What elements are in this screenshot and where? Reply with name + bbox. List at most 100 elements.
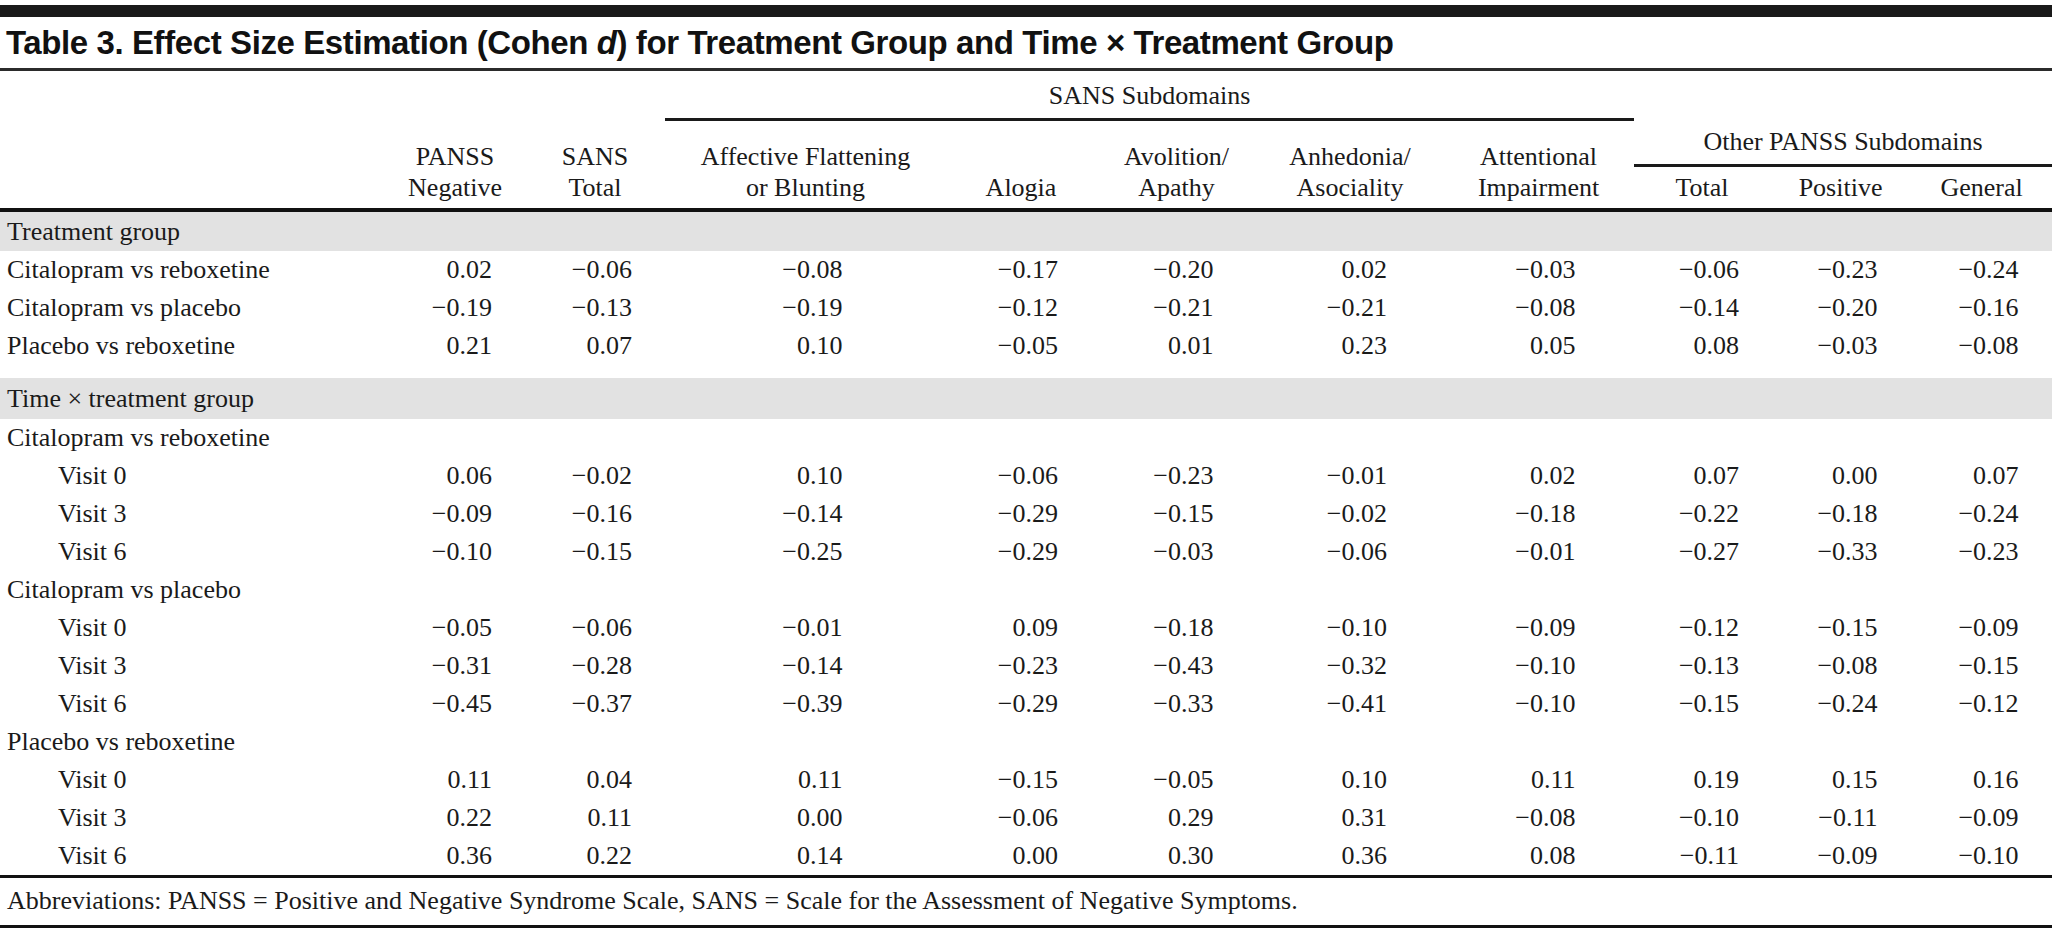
effect-size-number: −0.06: [984, 803, 1058, 833]
effect-size-value: −0.39: [665, 685, 946, 723]
spacer-row: [0, 365, 2052, 378]
row-label: Visit 6: [0, 837, 385, 875]
effect-size-value: −0.25: [665, 533, 946, 571]
effect-size-value: 0.07: [1911, 457, 2052, 495]
effect-size-number: −0.12: [984, 293, 1058, 323]
effect-size-value: −0.29: [946, 495, 1096, 533]
effect-size-number: −0.08: [1804, 651, 1878, 681]
effect-size-value: −0.15: [1634, 685, 1770, 723]
effect-size-value: −0.06: [1634, 251, 1770, 289]
effect-size-value: −0.14: [665, 495, 946, 533]
effect-size-value: 0.15: [1770, 761, 1911, 799]
effect-size-number: −0.03: [1502, 255, 1576, 285]
effect-size-value: 0.14: [665, 837, 946, 875]
effect-size-number: −0.24: [1945, 499, 2019, 529]
effect-size-value: −0.11: [1634, 837, 1770, 875]
row-label: Visit 3: [0, 799, 385, 837]
effect-size-value: −0.19: [665, 289, 946, 327]
effect-size-number: −0.17: [984, 255, 1058, 285]
subsection-header-row: Placebo vs reboxetine: [0, 723, 2052, 761]
effect-size-number: 0.29: [1140, 803, 1214, 833]
table-title: Table 3. Effect Size Estimation (Cohen d…: [0, 17, 2052, 68]
effect-size-value: 0.23: [1257, 327, 1443, 365]
table-title-cohen-d: d: [597, 24, 617, 61]
effect-size-number: −0.01: [1313, 461, 1387, 491]
effect-size-value: 0.29: [1096, 799, 1257, 837]
effect-size-value: −0.45: [385, 685, 525, 723]
effect-size-value: 0.36: [1257, 837, 1443, 875]
column-header-other-general: General: [1911, 165, 2052, 210]
effect-size-number: −0.10: [418, 537, 492, 567]
effect-size-number: −0.23: [1140, 461, 1214, 491]
effect-size-number: −0.13: [558, 293, 632, 323]
effect-size-value: 0.01: [1096, 327, 1257, 365]
effect-size-number: 0.36: [1313, 841, 1387, 871]
column-header-panss-negative: PANSS Negative: [385, 71, 525, 210]
effect-size-number: −0.03: [1804, 331, 1878, 361]
row-label: Visit 0: [0, 609, 385, 647]
effect-size-number: −0.10: [1665, 803, 1739, 833]
effect-size-number: −0.41: [1313, 689, 1387, 719]
effect-size-value: −0.01: [1443, 533, 1634, 571]
spanner-row: PANSS Negative SANS Total SANS Subdomain…: [0, 71, 2052, 119]
effect-size-number: 0.21: [418, 331, 492, 361]
table-row: Placebo vs reboxetine0.210.070.10−0.050.…: [0, 327, 2052, 365]
effect-size-value: −0.08: [1911, 327, 2052, 365]
effect-size-value: 0.21: [385, 327, 525, 365]
effect-size-value: −0.06: [946, 457, 1096, 495]
effect-size-value: −0.02: [1257, 495, 1443, 533]
effect-size-value: −0.01: [1257, 457, 1443, 495]
column-header-line: Apathy: [1096, 172, 1257, 203]
row-label: Visit 6: [0, 685, 385, 723]
effect-size-number: −0.18: [1140, 613, 1214, 643]
effect-size-value: −0.10: [1634, 799, 1770, 837]
effect-size-number: −0.08: [769, 255, 843, 285]
effect-size-value: −0.12: [1634, 609, 1770, 647]
effect-size-number: −0.20: [1804, 293, 1878, 323]
effect-size-value: −0.16: [525, 495, 665, 533]
effect-size-number: 0.22: [558, 841, 632, 871]
column-header-line: Negative: [385, 172, 525, 203]
paper-table-figure: Table 3. Effect Size Estimation (Cohen d…: [0, 0, 2052, 935]
effect-size-number: −0.28: [558, 651, 632, 681]
effect-size-value: −0.08: [1770, 647, 1911, 685]
effect-size-value: 0.08: [1443, 837, 1634, 875]
effect-size-value: −0.24: [1770, 685, 1911, 723]
table-row: Visit 00.06−0.020.10−0.06−0.23−0.010.020…: [0, 457, 2052, 495]
effect-size-number: 0.04: [558, 765, 632, 795]
effect-size-number: −0.01: [769, 613, 843, 643]
spanner-spacer-cell: [1634, 71, 2052, 119]
effect-size-number: −0.19: [769, 293, 843, 323]
effect-size-value: −0.15: [1911, 647, 2052, 685]
effect-size-number: −0.15: [1665, 689, 1739, 719]
effect-size-value: 0.30: [1096, 837, 1257, 875]
effect-size-value: −0.37: [525, 685, 665, 723]
effect-size-number: −0.08: [1945, 331, 2019, 361]
effect-size-value: 0.00: [1770, 457, 1911, 495]
effect-size-value: 0.31: [1257, 799, 1443, 837]
effect-size-number: −0.05: [984, 331, 1058, 361]
effect-size-number: 0.23: [1313, 331, 1387, 361]
effect-size-number: −0.01: [1502, 537, 1576, 567]
effect-size-number: −0.23: [984, 651, 1058, 681]
effect-size-value: 0.06: [385, 457, 525, 495]
column-header-anhedonia-asociality: Anhedonia/ Asociality: [1257, 119, 1443, 210]
effect-size-number: 0.02: [1502, 461, 1576, 491]
effect-size-value: 0.22: [385, 799, 525, 837]
effect-size-value: −0.09: [1911, 799, 2052, 837]
section-band-label: Time × treatment group: [0, 378, 2052, 419]
column-header-avolition-apathy: Avolition/ Apathy: [1096, 119, 1257, 210]
effect-size-value: 0.11: [1443, 761, 1634, 799]
effect-size-number: 0.10: [1313, 765, 1387, 795]
effect-size-number: −0.39: [769, 689, 843, 719]
effect-size-number: −0.24: [1945, 255, 2019, 285]
effect-size-value: 0.11: [525, 799, 665, 837]
effect-size-value: −0.15: [525, 533, 665, 571]
effect-size-number: 0.11: [769, 765, 843, 795]
effect-size-value: −0.05: [1096, 761, 1257, 799]
column-header-line: PANSS: [385, 141, 525, 172]
effect-size-value: −0.10: [1443, 647, 1634, 685]
effect-size-number: 0.07: [1945, 461, 2019, 491]
effect-size-number: 0.10: [769, 461, 843, 491]
column-header-attentional-impairment: Attentional Impairment: [1443, 119, 1634, 210]
